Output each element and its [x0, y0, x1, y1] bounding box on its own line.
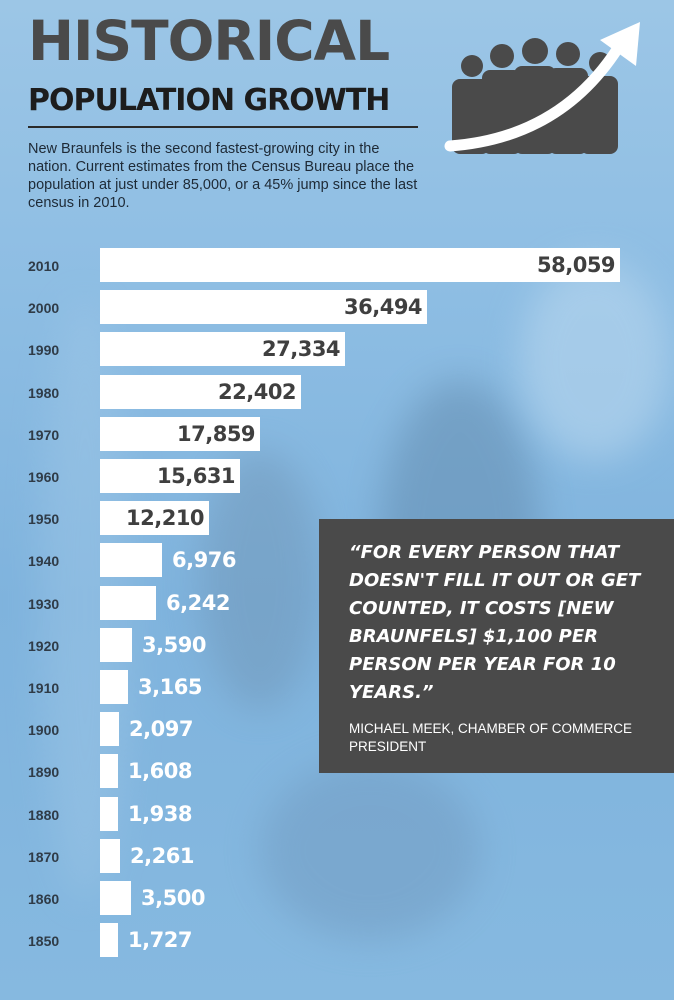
year-label: 1850	[28, 933, 60, 950]
value-label: 27,334	[262, 337, 341, 362]
year-label: 2000	[28, 300, 60, 317]
value-label: 1,938	[128, 801, 192, 826]
year-label: 1970	[28, 426, 60, 443]
year-label: 1910	[28, 680, 60, 696]
year-label: 1940	[28, 553, 60, 570]
quote-attribution: MICHAEL MEEK, CHAMBER OF COMMERCE PRESID…	[349, 721, 633, 754]
page-subtitle: POPULATION GROWTH	[28, 83, 390, 118]
year-label: 1870	[28, 848, 60, 865]
intro-text: New Braunfels is the second fastest-grow…	[28, 141, 418, 211]
value-label: 6,976	[172, 548, 236, 573]
value-label: 2,261	[130, 843, 194, 868]
value-label: 12,210	[126, 506, 205, 531]
bar-1900	[100, 712, 119, 747]
bar-1870	[100, 838, 120, 873]
bar-1860	[100, 881, 131, 915]
value-label: 1,727	[128, 928, 192, 953]
year-label: 1890	[28, 764, 60, 781]
bar-1950	[100, 501, 209, 536]
bar-1990	[100, 332, 345, 367]
bar-2000	[100, 290, 427, 325]
people-growth-arrow-icon	[444, 22, 640, 154]
value-label: 3,165	[138, 675, 202, 699]
value-label: 3,590	[142, 632, 206, 657]
bar-2010	[100, 248, 620, 282]
value-label: 2,097	[129, 717, 193, 742]
value-label: 58,059	[537, 253, 616, 277]
quote-text: “FOR EVERY PERSON THAT DOESN'T FILL IT O…	[349, 542, 641, 703]
bar-1880	[100, 796, 118, 831]
value-label: 22,402	[218, 379, 297, 404]
bar-1980	[100, 374, 301, 409]
year-label: 1920	[28, 637, 60, 654]
bar-1930	[100, 585, 156, 620]
bar-1910	[100, 670, 128, 704]
value-label: 17,859	[177, 421, 256, 446]
year-label: 2010	[28, 258, 60, 274]
quote-box: “FOR EVERY PERSON THAT DOESN'T FILL IT O…	[319, 519, 674, 773]
year-label: 1900	[28, 722, 60, 739]
bar-1850	[100, 923, 118, 958]
value-label: 36,494	[344, 295, 423, 320]
year-label: 1860	[28, 891, 60, 907]
title-divider	[28, 126, 418, 128]
year-label: 1980	[28, 384, 60, 401]
value-label: 1,608	[128, 759, 192, 784]
value-label: 6,242	[166, 590, 230, 615]
year-label: 1930	[28, 595, 60, 612]
value-label: 3,500	[141, 886, 205, 910]
year-label: 1880	[28, 806, 60, 823]
page-title: HISTORICAL	[28, 9, 390, 73]
value-label: 15,631	[157, 464, 236, 488]
year-label: 1950	[28, 511, 60, 528]
bar-1960	[100, 459, 240, 493]
bar-1920	[100, 627, 132, 662]
bar-1890	[100, 754, 118, 789]
bar-1970	[100, 416, 260, 451]
bar-1940	[100, 543, 162, 578]
year-label: 1960	[28, 469, 60, 485]
year-label: 1990	[28, 342, 60, 359]
